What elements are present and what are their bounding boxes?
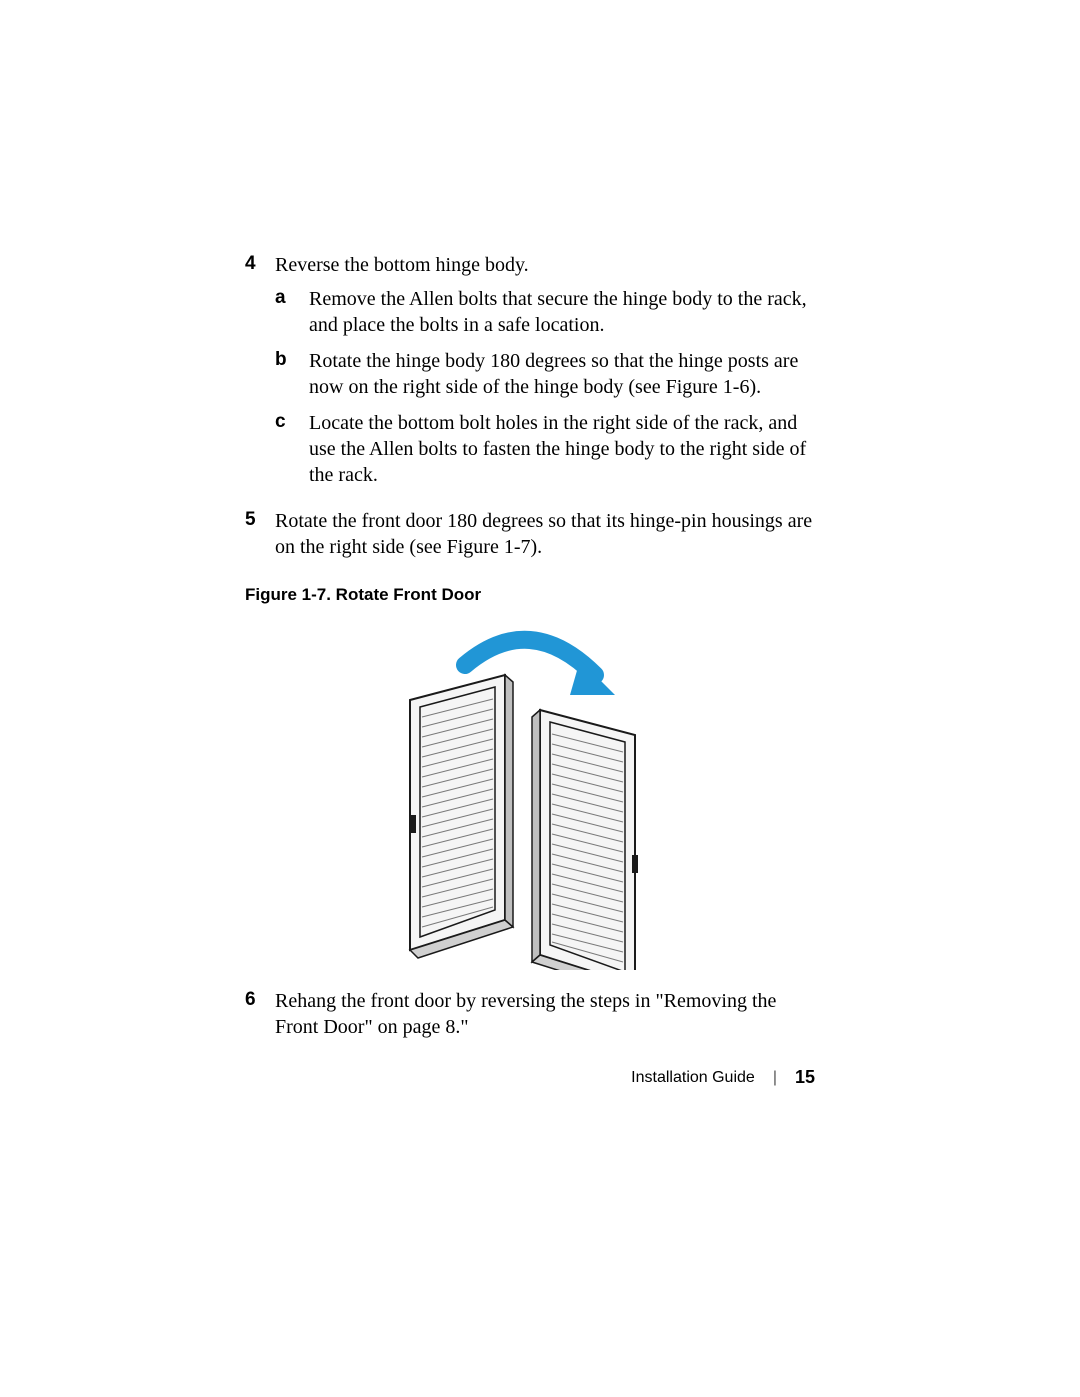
page-number: 15 xyxy=(795,1067,815,1088)
step-5: 5 Rotate the front door 180 degrees so t… xyxy=(245,508,815,560)
figure-caption: Figure 1-7. Rotate Front Door xyxy=(245,584,815,606)
step-number: 6 xyxy=(245,988,275,1013)
step-4: 4 Reverse the bottom hinge body. a Remov… xyxy=(245,252,815,498)
substep-text: Locate the bottom bolt holes in the righ… xyxy=(309,410,815,488)
substep-number: b xyxy=(275,348,309,373)
substep-text: Remove the Allen bolts that secure the h… xyxy=(309,286,815,338)
step-text: Rotate the front door 180 degrees so tha… xyxy=(275,508,815,560)
step-text: Rehang the front door by reversing the s… xyxy=(275,988,815,1040)
main-content: 4 Reverse the bottom hinge body. a Remov… xyxy=(245,252,815,1050)
door-left xyxy=(410,675,513,958)
footer-title: Installation Guide xyxy=(631,1069,755,1087)
rotation-arrow-icon xyxy=(465,640,595,675)
substeps: a Remove the Allen bolts that secure the… xyxy=(275,286,815,488)
step-6: 6 Rehang the front door by reversing the… xyxy=(245,988,815,1040)
door-right xyxy=(532,710,638,970)
step-body: Reverse the bottom hinge body. a Remove … xyxy=(275,252,815,498)
page-footer: Installation Guide | 15 xyxy=(245,1067,815,1088)
substep-b: b Rotate the hinge body 180 degrees so t… xyxy=(275,348,815,400)
substep-a: a Remove the Allen bolts that secure the… xyxy=(275,286,815,338)
substep-number: a xyxy=(275,286,309,311)
step-number: 5 xyxy=(245,508,275,533)
figure-1-7 xyxy=(245,620,815,970)
rotate-front-door-diagram xyxy=(370,620,690,970)
step-number: 4 xyxy=(245,252,275,277)
footer-divider: | xyxy=(773,1069,777,1087)
step-text: Reverse the bottom hinge body. xyxy=(275,254,529,276)
substep-c: c Locate the bottom bolt holes in the ri… xyxy=(275,410,815,488)
substep-number: c xyxy=(275,410,309,435)
document-page: 4 Reverse the bottom hinge body. a Remov… xyxy=(0,0,1080,1397)
substep-text: Rotate the hinge body 180 degrees so tha… xyxy=(309,348,815,400)
